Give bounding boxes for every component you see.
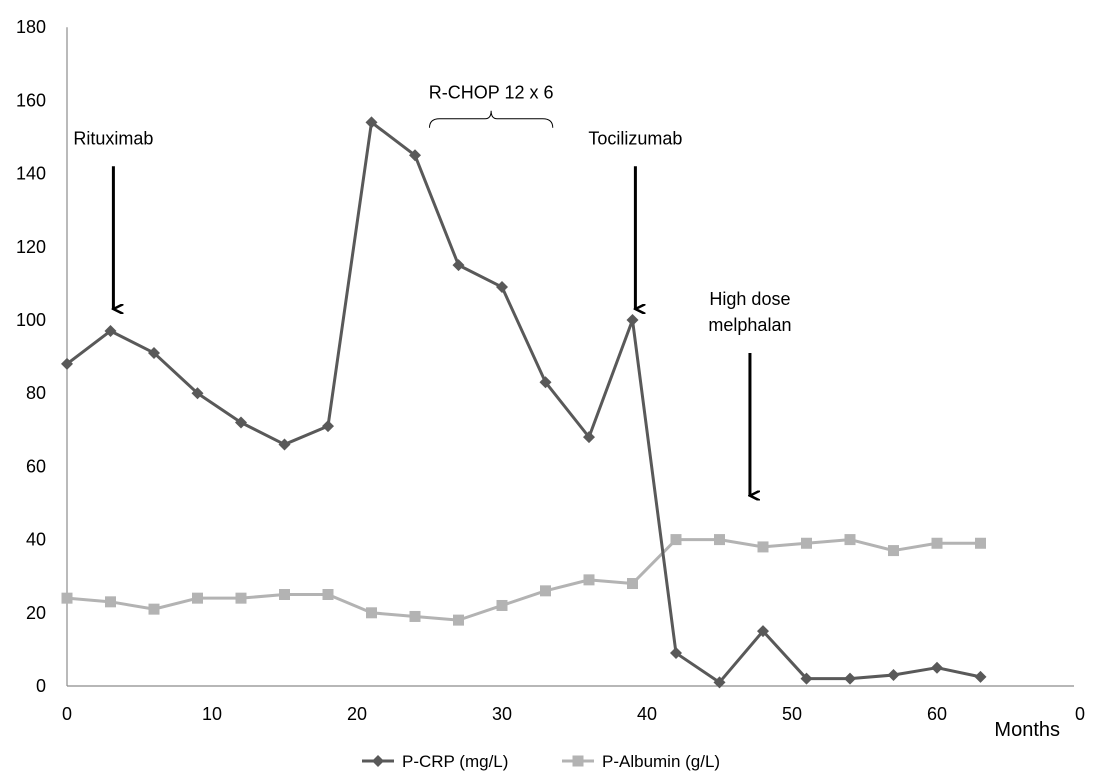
y-tick-label: 0 (36, 676, 46, 696)
x-tick-label: 10 (202, 704, 222, 724)
y-tick-label: 80 (26, 383, 46, 403)
data-point (844, 534, 856, 546)
x-tick-label: 40 (637, 704, 657, 724)
y-tick-label: 20 (26, 603, 46, 623)
data-point (453, 614, 464, 626)
data-point (104, 324, 117, 337)
y-tick-label: 100 (16, 310, 46, 330)
data-point (61, 357, 73, 370)
data-point (670, 534, 682, 546)
x-tick-label: 20 (347, 704, 367, 724)
bracket-label: R-CHOP 12 x 6 (429, 83, 554, 103)
bracket-r-chop (429, 110, 554, 128)
series-line (66, 120, 981, 684)
data-point (801, 537, 812, 549)
data-point (713, 676, 726, 689)
data-point (757, 625, 769, 638)
legend-label: P-CRP (mg/L) (402, 752, 508, 771)
data-point (366, 607, 377, 619)
annotation-label-melphalan: High dose (709, 289, 790, 309)
data-point (191, 387, 204, 400)
data-point (583, 574, 595, 586)
y-tick-label: 140 (16, 164, 46, 184)
legend-label: P-Albumin (g/L) (602, 752, 720, 771)
y-tick-label: 160 (16, 90, 46, 110)
data-point (148, 346, 160, 359)
data-point (800, 672, 813, 685)
data-point (974, 670, 987, 683)
x-tick-label: 30 (492, 704, 512, 724)
data-point (496, 281, 508, 294)
data-point (931, 661, 943, 674)
data-point (409, 149, 421, 162)
legend-item: P-Albumin (g/L) (562, 752, 720, 771)
annotation-label-melphalan: melphalan (708, 315, 791, 335)
data-point (931, 537, 943, 549)
data-point (322, 420, 334, 433)
series-p-albumin (61, 534, 986, 626)
y-tick-label: 60 (26, 456, 46, 476)
data-point (540, 585, 551, 597)
data-point (452, 259, 465, 272)
x-tick-label: 50 (782, 704, 802, 724)
annotations: Rituximab Tocilizumab High dose melphalan R-… (73, 83, 791, 496)
y-tick-label: 40 (26, 530, 46, 550)
legend: P-CRP (mg/L) P-Albumin (g/L) (362, 752, 720, 771)
data-point (887, 669, 900, 682)
data-point (626, 314, 639, 326)
data-point (61, 592, 73, 604)
data-point (975, 537, 986, 549)
data-point (235, 416, 247, 429)
x-tick-label: 0 (62, 704, 72, 724)
data-point (148, 603, 160, 615)
legend-swatch-marker (572, 755, 584, 767)
y-tick-label: 180 (16, 17, 46, 37)
data-point (409, 610, 421, 622)
axes: 0 20 40 60 80 100 120 140 160 180 0 10 20 30 40 50 60 0 Mo… (16, 17, 1085, 741)
x-tick-label-right: 0 (1075, 704, 1085, 724)
data-point (670, 647, 682, 660)
y-tick-label: 120 (16, 237, 46, 257)
data-point (888, 545, 899, 557)
data-point (627, 578, 638, 590)
series-p-crp (61, 116, 987, 689)
data-point (496, 599, 508, 611)
data-point (844, 672, 856, 685)
data-point (192, 592, 203, 604)
annotation-label-rituximab: Rituximab (73, 128, 153, 148)
x-tick-label: 60 (927, 704, 947, 724)
data-point (279, 589, 290, 600)
data-point (583, 431, 595, 444)
data-point (322, 589, 334, 600)
data-point (365, 116, 378, 129)
legend-item: P-CRP (mg/L) (362, 752, 508, 771)
data-point (757, 541, 769, 553)
series-line (66, 538, 981, 622)
data-point (235, 592, 247, 604)
legend-swatch-marker (372, 755, 384, 767)
data-point (539, 376, 552, 389)
data-point (105, 596, 116, 608)
annotation-label-tocilizumab: Tocilizumab (588, 128, 682, 148)
data-point (714, 534, 725, 546)
series-group (61, 116, 987, 689)
data-point (278, 438, 291, 451)
x-axis-title: Months (994, 719, 1060, 741)
